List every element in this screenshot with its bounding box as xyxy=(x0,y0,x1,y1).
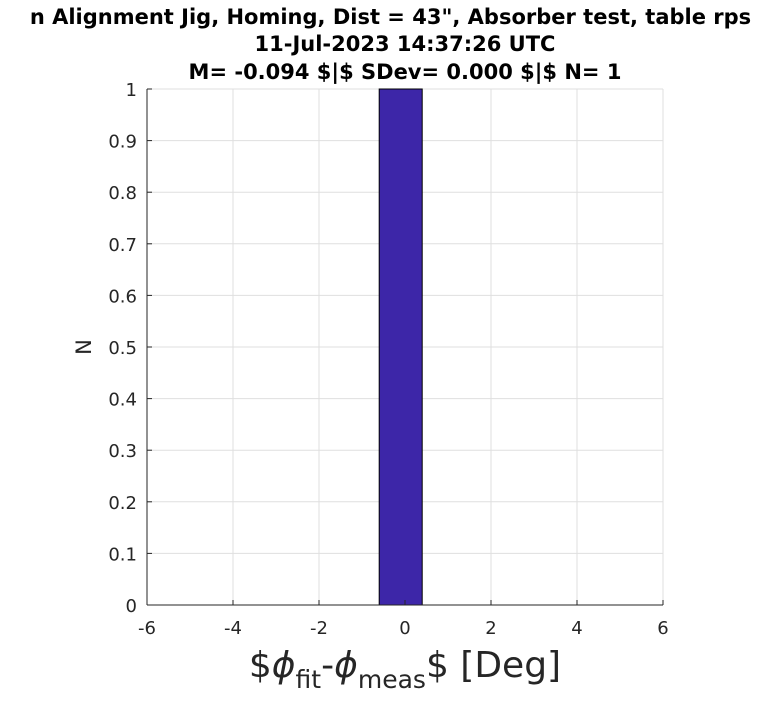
x-label-sub-meas: meas xyxy=(358,665,426,694)
title-line-2: 11-Jul-2023 14:37:26 UTC xyxy=(255,32,556,56)
plot-area: -6 -4 -2 0 2 4 6 0 0.1 0.2 0.3 0.4 0.5 0.6 0.7 0.8 0.9 1 xyxy=(108,80,668,639)
y-tick-label: 1 xyxy=(126,80,137,101)
y-tick-label: 0.3 xyxy=(108,441,137,462)
x-tick-label: -4 xyxy=(224,618,242,639)
y-tick-label: 0.8 xyxy=(108,183,137,204)
y-tick-label: 0.4 xyxy=(108,390,137,411)
bars xyxy=(378,88,423,606)
x-label-prefix: $ xyxy=(249,645,272,686)
y-tick-label: 0.5 xyxy=(108,338,137,359)
x-tick-label: -6 xyxy=(138,618,156,639)
histogram-bar xyxy=(378,88,423,606)
x-label-dash: - xyxy=(321,645,334,686)
y-tick-label: 0 xyxy=(126,596,137,617)
x-tick-label: 6 xyxy=(657,618,668,639)
title-line-3: M= -0.094 $|$ SDev= 0.000 $|$ N= 1 xyxy=(189,60,622,85)
title-line-1: n Alignment Jig, Homing, Dist = 43", Abs… xyxy=(30,5,751,29)
y-tick-label: 0.7 xyxy=(108,235,137,256)
x-label-phi-fit: ϕ xyxy=(272,645,296,686)
x-tick-labels: -6 -4 -2 0 2 4 6 xyxy=(138,600,669,639)
x-tick-label: -2 xyxy=(310,618,328,639)
x-tick-label: 0 xyxy=(399,618,410,639)
x-tick-label: 2 xyxy=(485,618,496,639)
y-axis-label: N xyxy=(72,339,96,355)
x-tick-label: 4 xyxy=(571,618,582,639)
y-tick-label: 0.9 xyxy=(108,132,137,153)
y-tick-label: 0.1 xyxy=(108,544,137,565)
x-axis-label: $ϕfit-ϕmeas$ [Deg] xyxy=(249,645,561,694)
x-label-phi-meas: ϕ xyxy=(334,645,358,686)
x-label-suffix: $ [Deg] xyxy=(426,645,561,686)
y-tick-labels: 0 0.1 0.2 0.3 0.4 0.5 0.6 0.7 0.8 0.9 1 xyxy=(108,80,152,617)
chart-title: n Alignment Jig, Homing, Dist = 43", Abs… xyxy=(30,5,751,85)
x-label-sub-fit: fit xyxy=(296,665,322,694)
y-tick-label: 0.2 xyxy=(108,493,137,514)
y-tick-label: 0.6 xyxy=(108,286,137,307)
